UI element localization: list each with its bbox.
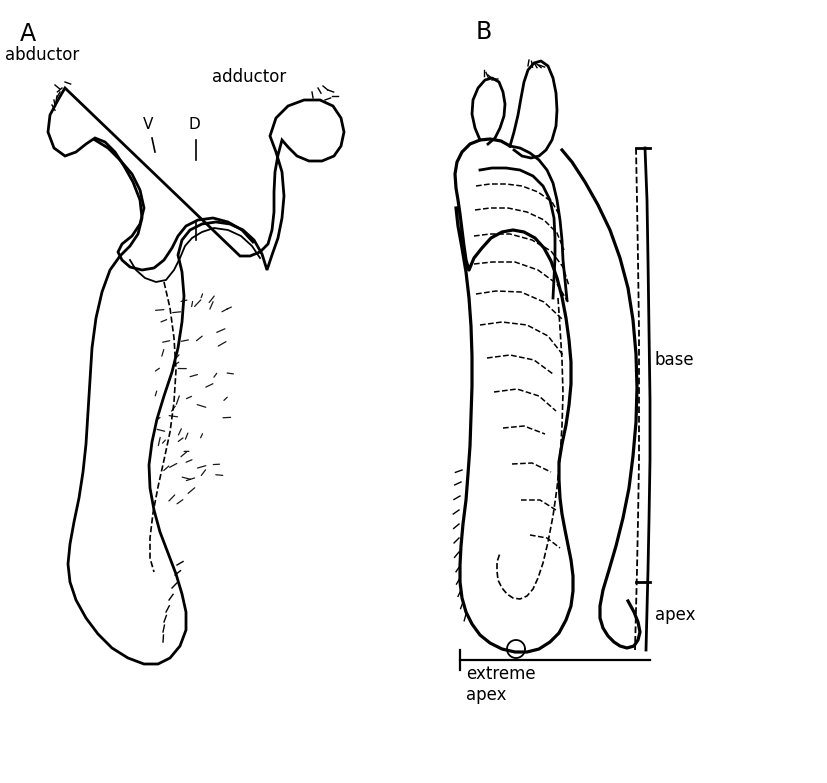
Text: extreme
apex: extreme apex bbox=[466, 665, 535, 704]
Polygon shape bbox=[48, 88, 343, 664]
Text: apex: apex bbox=[654, 606, 695, 624]
Text: B: B bbox=[476, 20, 492, 44]
Text: A: A bbox=[20, 22, 36, 46]
Text: base: base bbox=[654, 351, 694, 369]
Text: adductor: adductor bbox=[212, 68, 286, 86]
Text: abductor: abductor bbox=[5, 46, 79, 64]
Text: D: D bbox=[188, 117, 199, 132]
Text: V: V bbox=[142, 117, 153, 132]
